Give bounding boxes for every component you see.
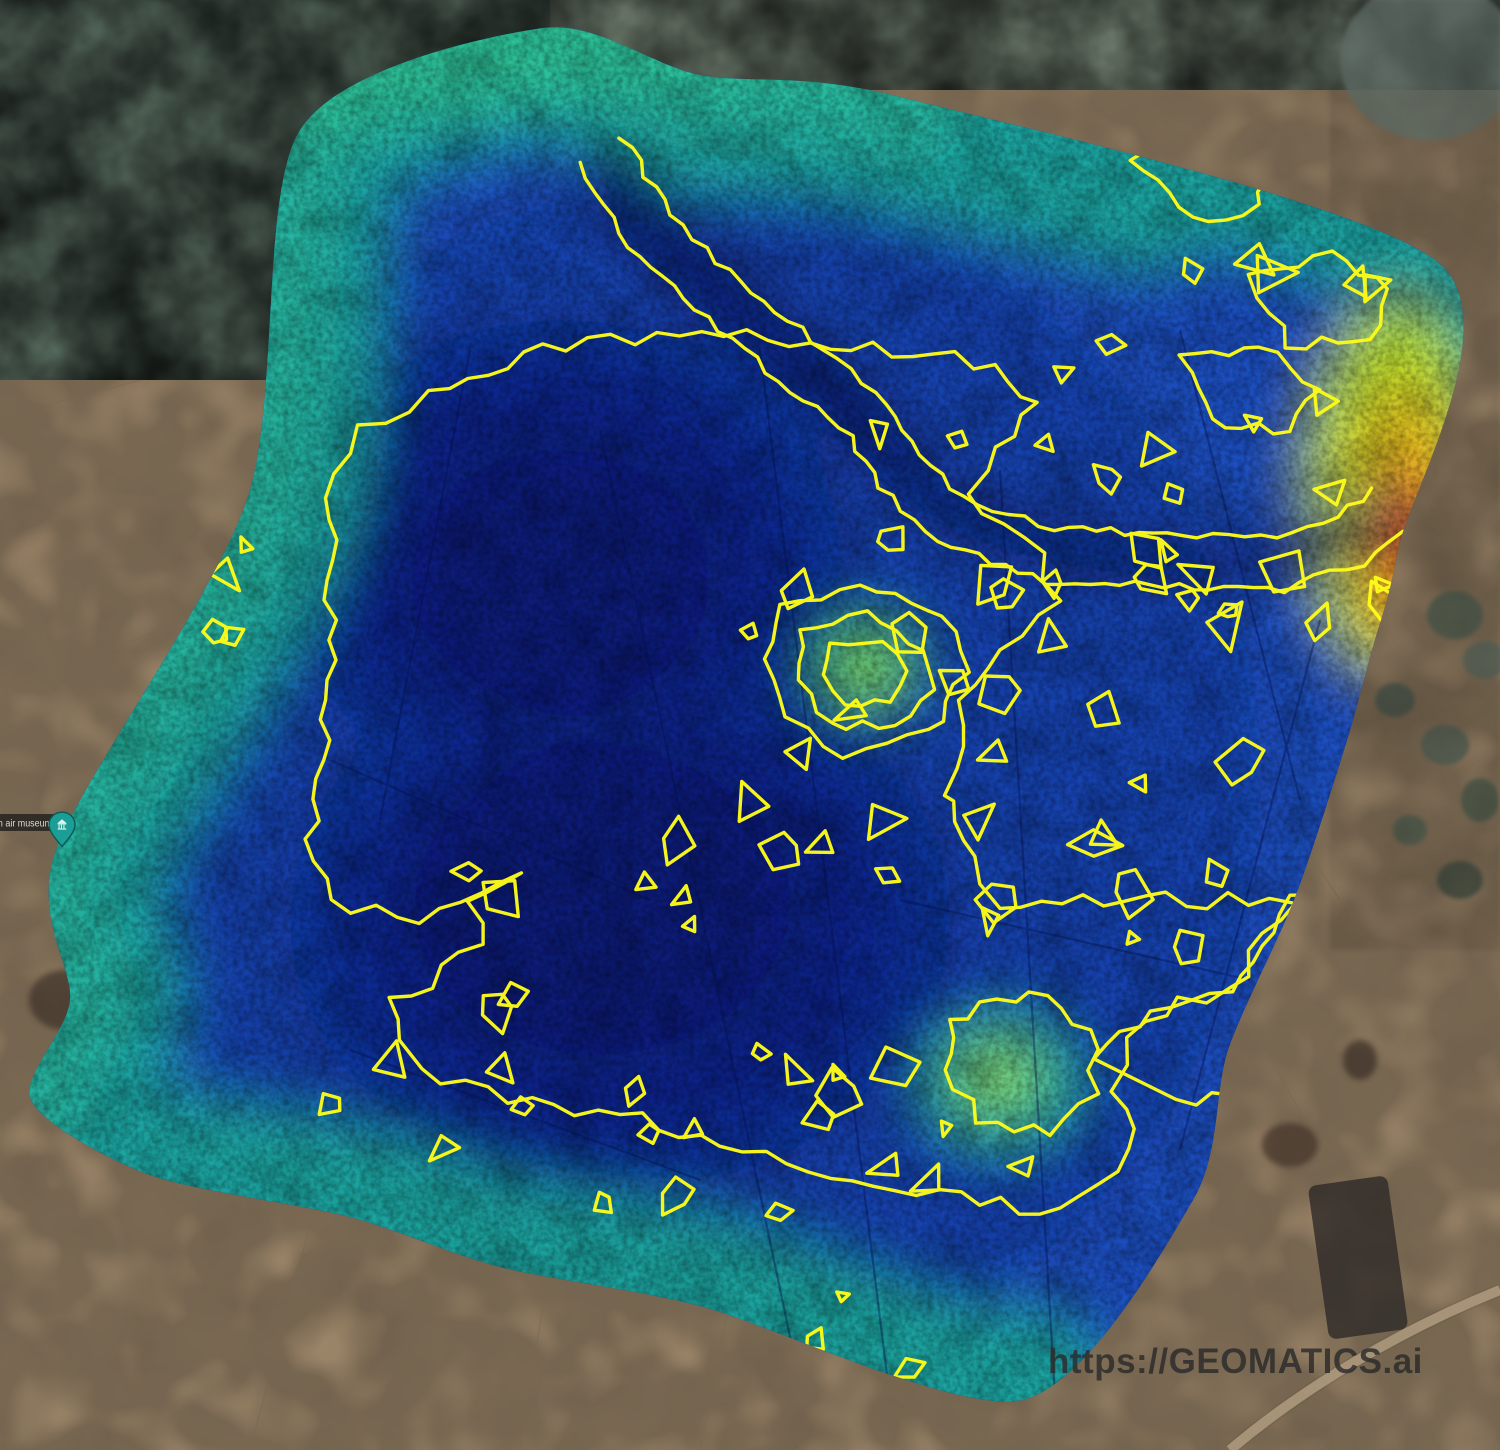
svg-text:pen air museum: pen air museum — [0, 819, 52, 830]
svg-text:https://GEOMATICS.ai: https://GEOMATICS.ai — [1048, 1342, 1423, 1381]
